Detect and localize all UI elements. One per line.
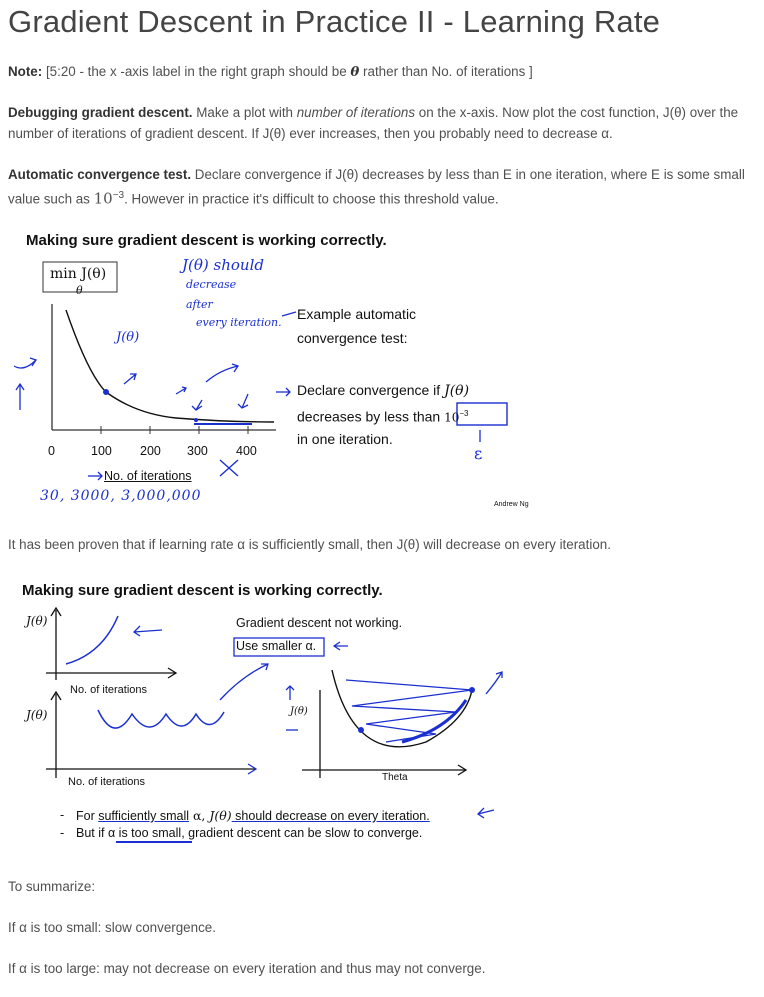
- handwritten-every-iteration: every iteration.: [196, 316, 282, 329]
- bullet-too-small: But if α is too small, gradient descent …: [76, 826, 422, 840]
- x-axis-label-bottom: No. of iterations: [68, 776, 146, 788]
- debugging-text: Make a plot with: [192, 105, 297, 120]
- slide1-heading: Making sure gradient descent is working …: [26, 232, 387, 249]
- handwritten-iteration-counts: 30, 3000, 3,000,000: [40, 488, 202, 504]
- slide2-heading: Making sure gradient descent is working …: [22, 582, 383, 599]
- debugging-text-end: on the x-axis. Now plot the cost functio…: [8, 105, 739, 141]
- handwritten-after: after: [186, 298, 213, 311]
- bullet-text-end: , gradient descent can be slow to conver…: [181, 826, 423, 840]
- slide-credit: Andrew Ng: [494, 501, 529, 508]
- tick-label: 100: [91, 444, 112, 458]
- declare-threshold: 10: [444, 410, 460, 425]
- bullet-underlined: sufficiently small: [98, 809, 190, 823]
- j-theta-axis-right: J(θ): [290, 706, 308, 717]
- handwritten-epsilon: ε: [474, 444, 483, 463]
- theta-axis-label: Theta: [382, 772, 408, 783]
- bullet-text: For: [76, 809, 99, 823]
- proven-paragraph: It has been proven that if learning rate…: [8, 537, 611, 552]
- bullet-text: But if α: [76, 826, 119, 840]
- auto-convergence-paragraph: Automatic convergence test. Declare conv…: [8, 164, 756, 209]
- x-axis-label-top: No. of iterations: [70, 684, 148, 696]
- declare-text-2: decreases by less than: [297, 408, 445, 425]
- summary-intro: To summarize:: [8, 879, 96, 894]
- slide-convergence-plot: Making sure gradient descent is working …: [6, 224, 529, 514]
- handwritten-j-theta: J(θ): [116, 330, 140, 345]
- note-paragraph: Note: [5:20 - the x -axis label in the r…: [8, 61, 756, 83]
- tick-label: 400: [236, 444, 257, 458]
- note-theta: θ: [350, 64, 360, 80]
- bullet-marker: -: [60, 826, 65, 840]
- summary-too-small: If α is too small: slow convergence.: [8, 920, 216, 935]
- tick-label: 0: [48, 444, 55, 458]
- not-working-label: Gradient descent not working.: [236, 616, 403, 630]
- note-text: [5:20 - the x -axis label in the right g…: [42, 64, 351, 79]
- slide2-plot-svg: [46, 606, 503, 843]
- auto-convergence-text: Declare convergence if J(θ) decreases by…: [8, 167, 745, 207]
- handwritten-decrease: decrease: [186, 278, 237, 291]
- declare-text: Declare convergence if: [297, 382, 445, 398]
- declare-line-2: decreases by less than 10−3: [297, 402, 469, 430]
- summary-too-large: If α is too large: may not decrease on e…: [8, 961, 486, 976]
- j-theta-axis-bottom: J(θ): [26, 708, 48, 722]
- example-line-1: Example automatic: [297, 306, 417, 322]
- threshold-base: 10: [93, 189, 113, 208]
- auto-convergence-label: Automatic convergence test.: [8, 167, 192, 182]
- example-line-2: convergence test:: [297, 330, 408, 346]
- bullet-underlined: is too small: [118, 826, 182, 840]
- bullet-alpha: α,: [189, 808, 210, 823]
- min-j-theta-label: min J(θ): [50, 266, 107, 282]
- x-axis-label: No. of iterations: [104, 469, 192, 483]
- bullet-sufficiently-small: For sufficiently small α, J(θ) should de…: [76, 808, 430, 823]
- bullet-marker: -: [60, 808, 65, 822]
- bullet-underlined-end: should decrease on every iteration.: [231, 809, 430, 823]
- threshold-exponent: −3: [112, 190, 125, 201]
- slide1-plot-svg: [13, 261, 508, 481]
- debugging-emphasis: number of iterations: [296, 105, 416, 120]
- declare-line-3: in one iteration.: [297, 431, 393, 447]
- note-label: Note:: [8, 64, 43, 79]
- min-subscript: θ: [76, 284, 83, 297]
- auto-convergence-text-end: . However in practice it's difficult to …: [124, 191, 499, 207]
- use-smaller-label: Use smaller α.: [236, 639, 317, 653]
- declare-threshold-exp: −3: [459, 409, 469, 418]
- declare-function: J(θ): [444, 383, 470, 399]
- debugging-label: Debugging gradient descent.: [8, 105, 193, 120]
- page-title: Gradient Descent in Practice II - Learni…: [8, 4, 661, 39]
- bullet-function: J(θ): [209, 808, 232, 823]
- declare-line-1: Declare convergence if J(θ): [297, 378, 469, 403]
- slide-learning-rate-behaviour: Making sure gradient descent is working …: [6, 570, 520, 853]
- tick-label: 300: [187, 444, 208, 458]
- j-theta-axis-top: J(θ): [26, 614, 48, 628]
- debugging-paragraph: Debugging gradient descent. Make a plot …: [8, 102, 756, 144]
- tick-label: 200: [140, 444, 161, 458]
- note-text-end: rather than No. of iterations ]: [359, 64, 533, 79]
- handwritten-should: J(θ) should: [182, 256, 264, 274]
